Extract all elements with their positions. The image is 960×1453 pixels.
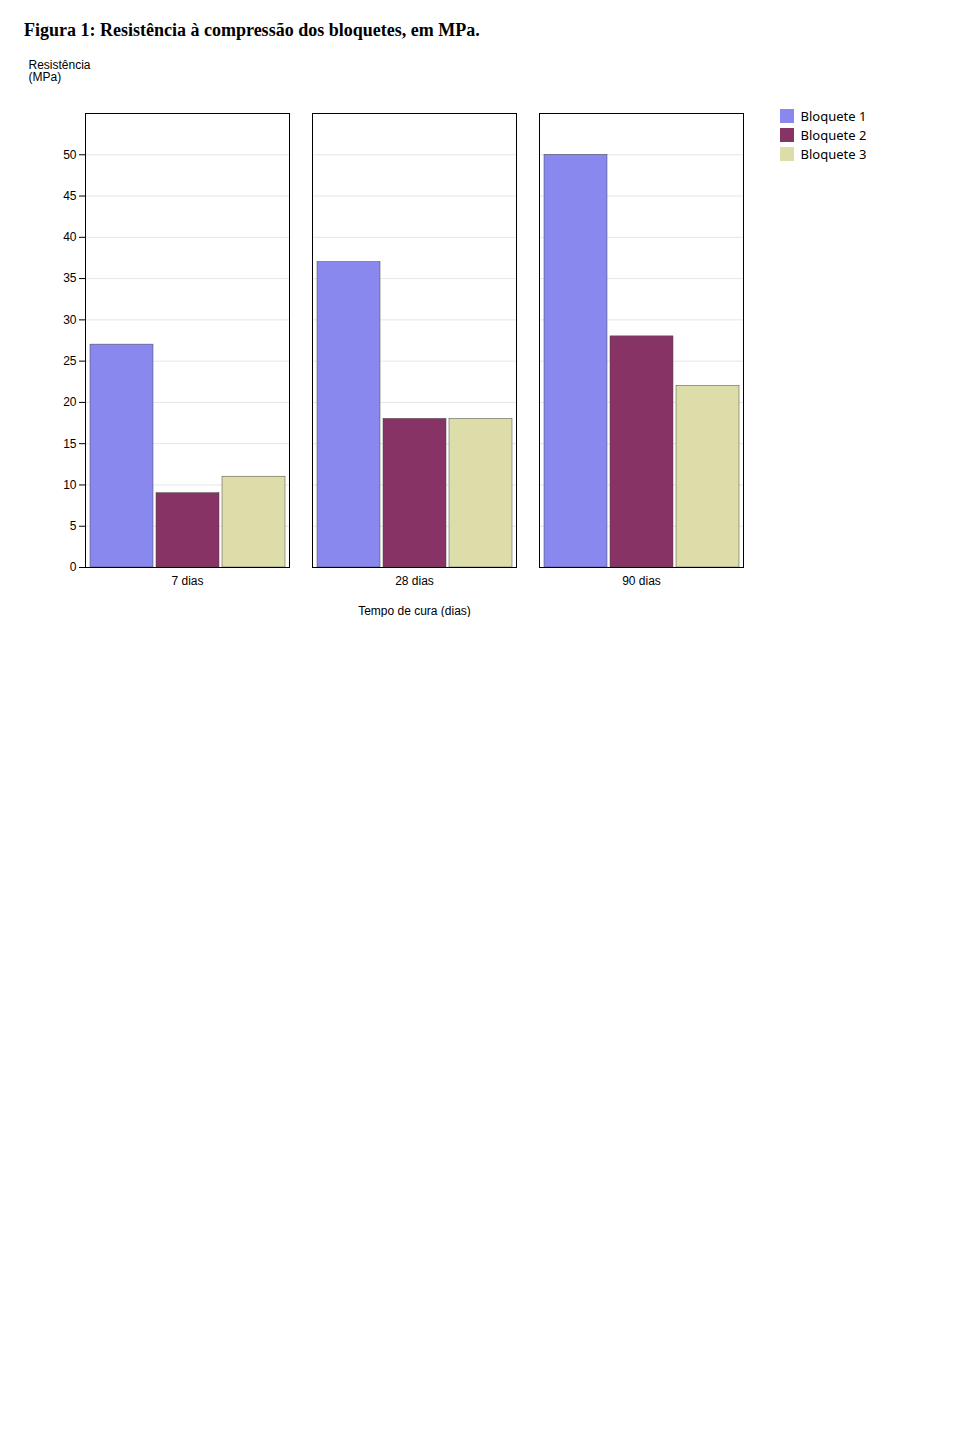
html-text:Bloquete 2: Bloquete 2: [800, 126, 867, 144]
html-text:Bloquete 1: Bloquete 1: [800, 107, 867, 125]
html-text:Figura 1: Resistência à compre: Figura 1: Resistência à compressão dos b…: [24, 20, 480, 40]
svg-text:50: 50: [63, 148, 77, 162]
svg-text:40: 40: [63, 230, 77, 244]
svg-text:0: 0: [70, 560, 77, 574]
svg-text:7 dias: 7 dias: [171, 574, 203, 588]
svg-text:5: 5: [70, 519, 77, 533]
svg-text:15: 15: [63, 437, 77, 451]
svg-text:30: 30: [63, 313, 77, 327]
svg-text:45: 45: [63, 189, 77, 203]
svg-text:Resistência(MPa): Resistência(MPa): [29, 58, 91, 84]
svg-text:20: 20: [63, 395, 77, 409]
svg-text:25: 25: [63, 354, 77, 368]
svg-text:Tempo de cura (dias): Tempo de cura (dias): [358, 604, 471, 618]
html-text:Bloquete 3: Bloquete 3: [800, 145, 867, 163]
svg-text:90 dias: 90 dias: [622, 574, 661, 588]
svg-text:35: 35: [63, 271, 77, 285]
svg-text:10: 10: [63, 478, 77, 492]
svg-text:28 dias: 28 dias: [395, 574, 434, 588]
